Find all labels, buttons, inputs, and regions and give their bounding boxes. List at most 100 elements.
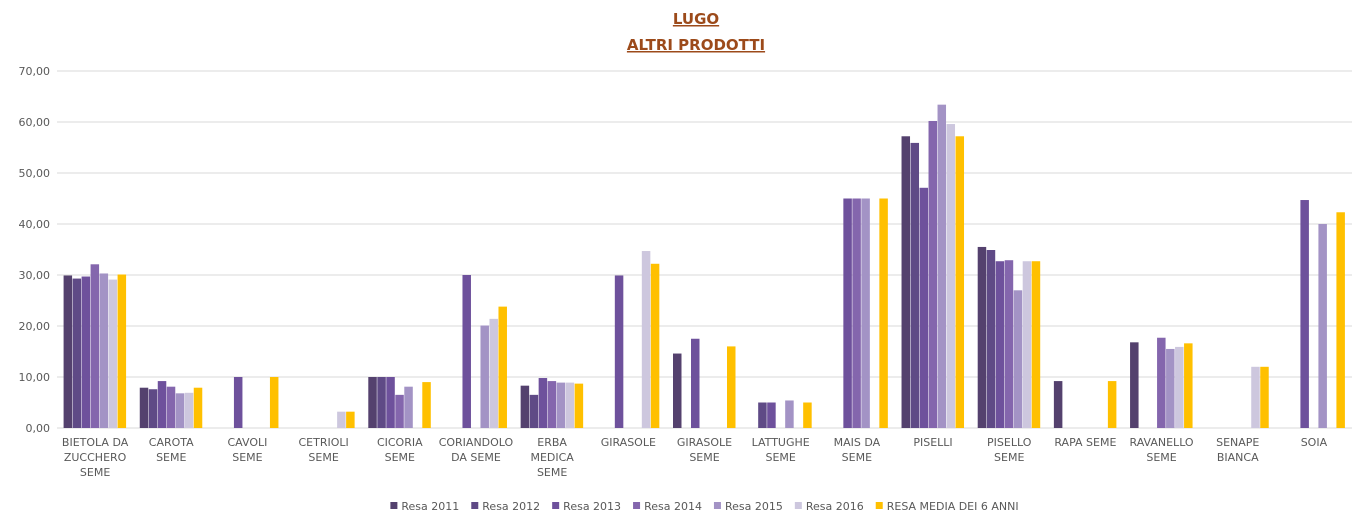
chart-subtitle: ALTRI PRODOTTI (627, 36, 765, 54)
bar (977, 246, 987, 428)
bar (529, 394, 539, 428)
x-tick-label: GIRASOLE (601, 436, 656, 449)
bar (233, 377, 243, 428)
bar (1336, 212, 1345, 428)
legend-swatch (552, 502, 560, 509)
bar (1300, 200, 1309, 428)
x-tick-label: CAVOLI SEME (228, 436, 268, 464)
bar (1318, 224, 1327, 428)
x-tick-label: CICORIA SEME (377, 436, 423, 464)
bar (928, 120, 938, 428)
bar (386, 377, 395, 428)
bar (955, 136, 965, 428)
bar (480, 325, 489, 428)
x-tick-label: RAVANELLO SEME (1130, 436, 1194, 464)
bar (614, 275, 624, 428)
x-tick-label: ERBA MEDICA SEME (530, 436, 574, 479)
x-tick-label: PISELLI (913, 436, 952, 449)
bar (1004, 260, 1014, 428)
legend-label: Resa 2014 (644, 500, 702, 513)
bar (139, 387, 149, 428)
y-tick-label: 0,00 (26, 422, 51, 435)
x-tick-label: CETRIOLI SEME (298, 436, 348, 464)
y-tick-label: 70,00 (19, 65, 51, 78)
bar (995, 261, 1005, 428)
bar (72, 278, 82, 428)
bar (81, 276, 91, 428)
bar (1166, 348, 1175, 428)
x-tick-label: SENAPE BIANCA (1216, 436, 1259, 464)
x-tick-label: CAROTA SEME (149, 436, 194, 464)
bar (1175, 346, 1184, 428)
bar (852, 198, 861, 428)
bar (63, 275, 73, 428)
bar (184, 392, 194, 428)
bar (727, 346, 736, 428)
bar (404, 386, 413, 428)
bar (673, 353, 682, 428)
bar (803, 402, 812, 428)
x-tick-label: MAIS DA SEME (834, 436, 881, 464)
bar (565, 382, 575, 428)
y-tick-label: 60,00 (19, 116, 51, 129)
bar (650, 263, 660, 428)
bar (937, 104, 947, 428)
bar (843, 198, 852, 428)
legend-label: Resa 2016 (806, 500, 864, 513)
bar (368, 377, 377, 428)
x-tick-label: BIETOLA DA ZUCCHERO SEME (62, 436, 129, 479)
bar (556, 382, 566, 428)
bar (193, 387, 203, 428)
bar (538, 378, 548, 428)
bar (90, 264, 100, 428)
bar (901, 136, 911, 428)
bar (910, 142, 920, 428)
bar (462, 275, 471, 428)
legend-label: Resa 2011 (401, 500, 459, 513)
bar (641, 251, 651, 428)
bar (1184, 343, 1193, 428)
bar (422, 382, 431, 428)
bar (377, 377, 386, 428)
bar (547, 381, 557, 428)
bar (1031, 261, 1041, 428)
x-tick-label: GIRASOLE SEME (677, 436, 732, 464)
legend-swatch (875, 502, 883, 509)
bar (946, 124, 956, 428)
legend-swatch (794, 502, 802, 509)
bar (117, 274, 127, 428)
bar (175, 393, 185, 428)
y-tick-label: 40,00 (19, 218, 51, 231)
bar (1157, 337, 1166, 428)
bar (108, 279, 118, 428)
bar (99, 273, 109, 428)
legend-label: RESA MEDIA DEI 6 ANNI (887, 500, 1019, 513)
legend-swatch (390, 502, 398, 509)
chart-title: LUGO (673, 10, 719, 28)
bar (520, 385, 530, 428)
bar (574, 383, 584, 428)
legend-label: Resa 2012 (482, 500, 540, 513)
bar (498, 306, 507, 428)
bar (758, 402, 767, 428)
legend-label: Resa 2015 (725, 500, 783, 513)
legend-swatch (713, 502, 721, 509)
y-tick-label: 20,00 (19, 320, 51, 333)
x-tick-label: RAPA SEME (1054, 436, 1116, 449)
bar (879, 198, 888, 428)
y-tick-label: 10,00 (19, 371, 51, 384)
bar (166, 386, 176, 428)
bar (395, 394, 404, 428)
bar (767, 402, 776, 428)
bar (337, 411, 346, 428)
legend: Resa 2011 Resa 2012 Resa 2013 Resa 2014 Resa… (390, 500, 1019, 513)
bar (1053, 381, 1063, 428)
y-tick-label: 50,00 (19, 167, 51, 180)
legend-swatch (471, 502, 479, 509)
x-tick-label: LATTUGHE SEME (752, 436, 810, 464)
bar (1260, 366, 1269, 428)
bar (691, 338, 700, 428)
legend-label: Resa 2013 (563, 500, 621, 513)
x-tick-label: CORIANDOLO DA SEME (439, 436, 514, 464)
